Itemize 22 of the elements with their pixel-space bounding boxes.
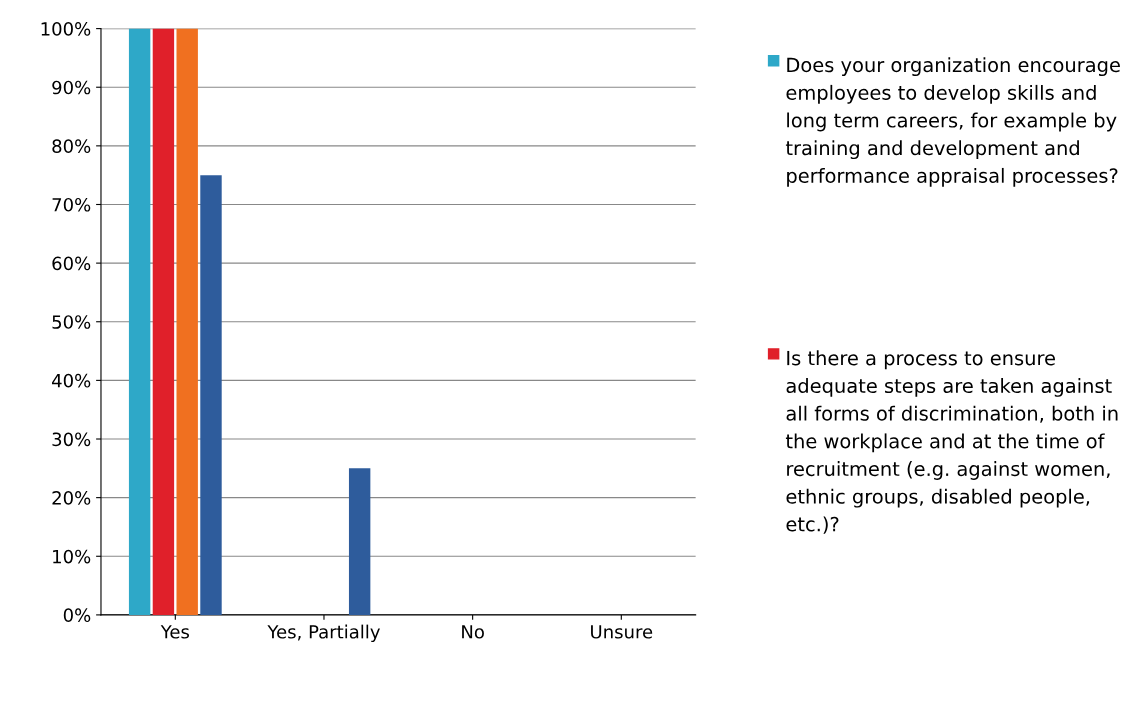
legend-label: Does your organization encourage employees to develop skills and long term careers, for example by training and development and performance appraisal processes? [785,57,1120,187]
bar [200,175,222,615]
y-tick-label: 40% [52,373,91,388]
y-tick-label: 0% [63,608,91,623]
x-tick-label: Yes, Partially [267,624,380,643]
y-tick-label: 70% [52,197,91,212]
bar [152,28,175,615]
y-tick-label: 90% [52,80,91,95]
y-tick-label: 50% [52,315,91,329]
x-tick-label: Unsure [591,625,653,639]
x-tick-label: Yes [160,625,190,639]
y-tick-label: 10% [53,549,91,564]
y-tick-label: 100% [41,22,91,36]
y-tick-label: 30% [52,432,91,447]
legend-label: Is there a process to ensure adequate steps are taken against all forms of discrimination, both in the workplace and at the time of recruitment (e.g. against women, ethnic groups, disabled people, etc.)? [785,350,1118,534]
bar [128,28,151,615]
bar [348,468,371,615]
x-tick-label: No [462,625,484,639]
bar [176,28,198,615]
y-tick-label: 20% [52,491,91,505]
y-tick-label: 60% [52,256,91,271]
y-tick-label: 80% [52,139,91,153]
